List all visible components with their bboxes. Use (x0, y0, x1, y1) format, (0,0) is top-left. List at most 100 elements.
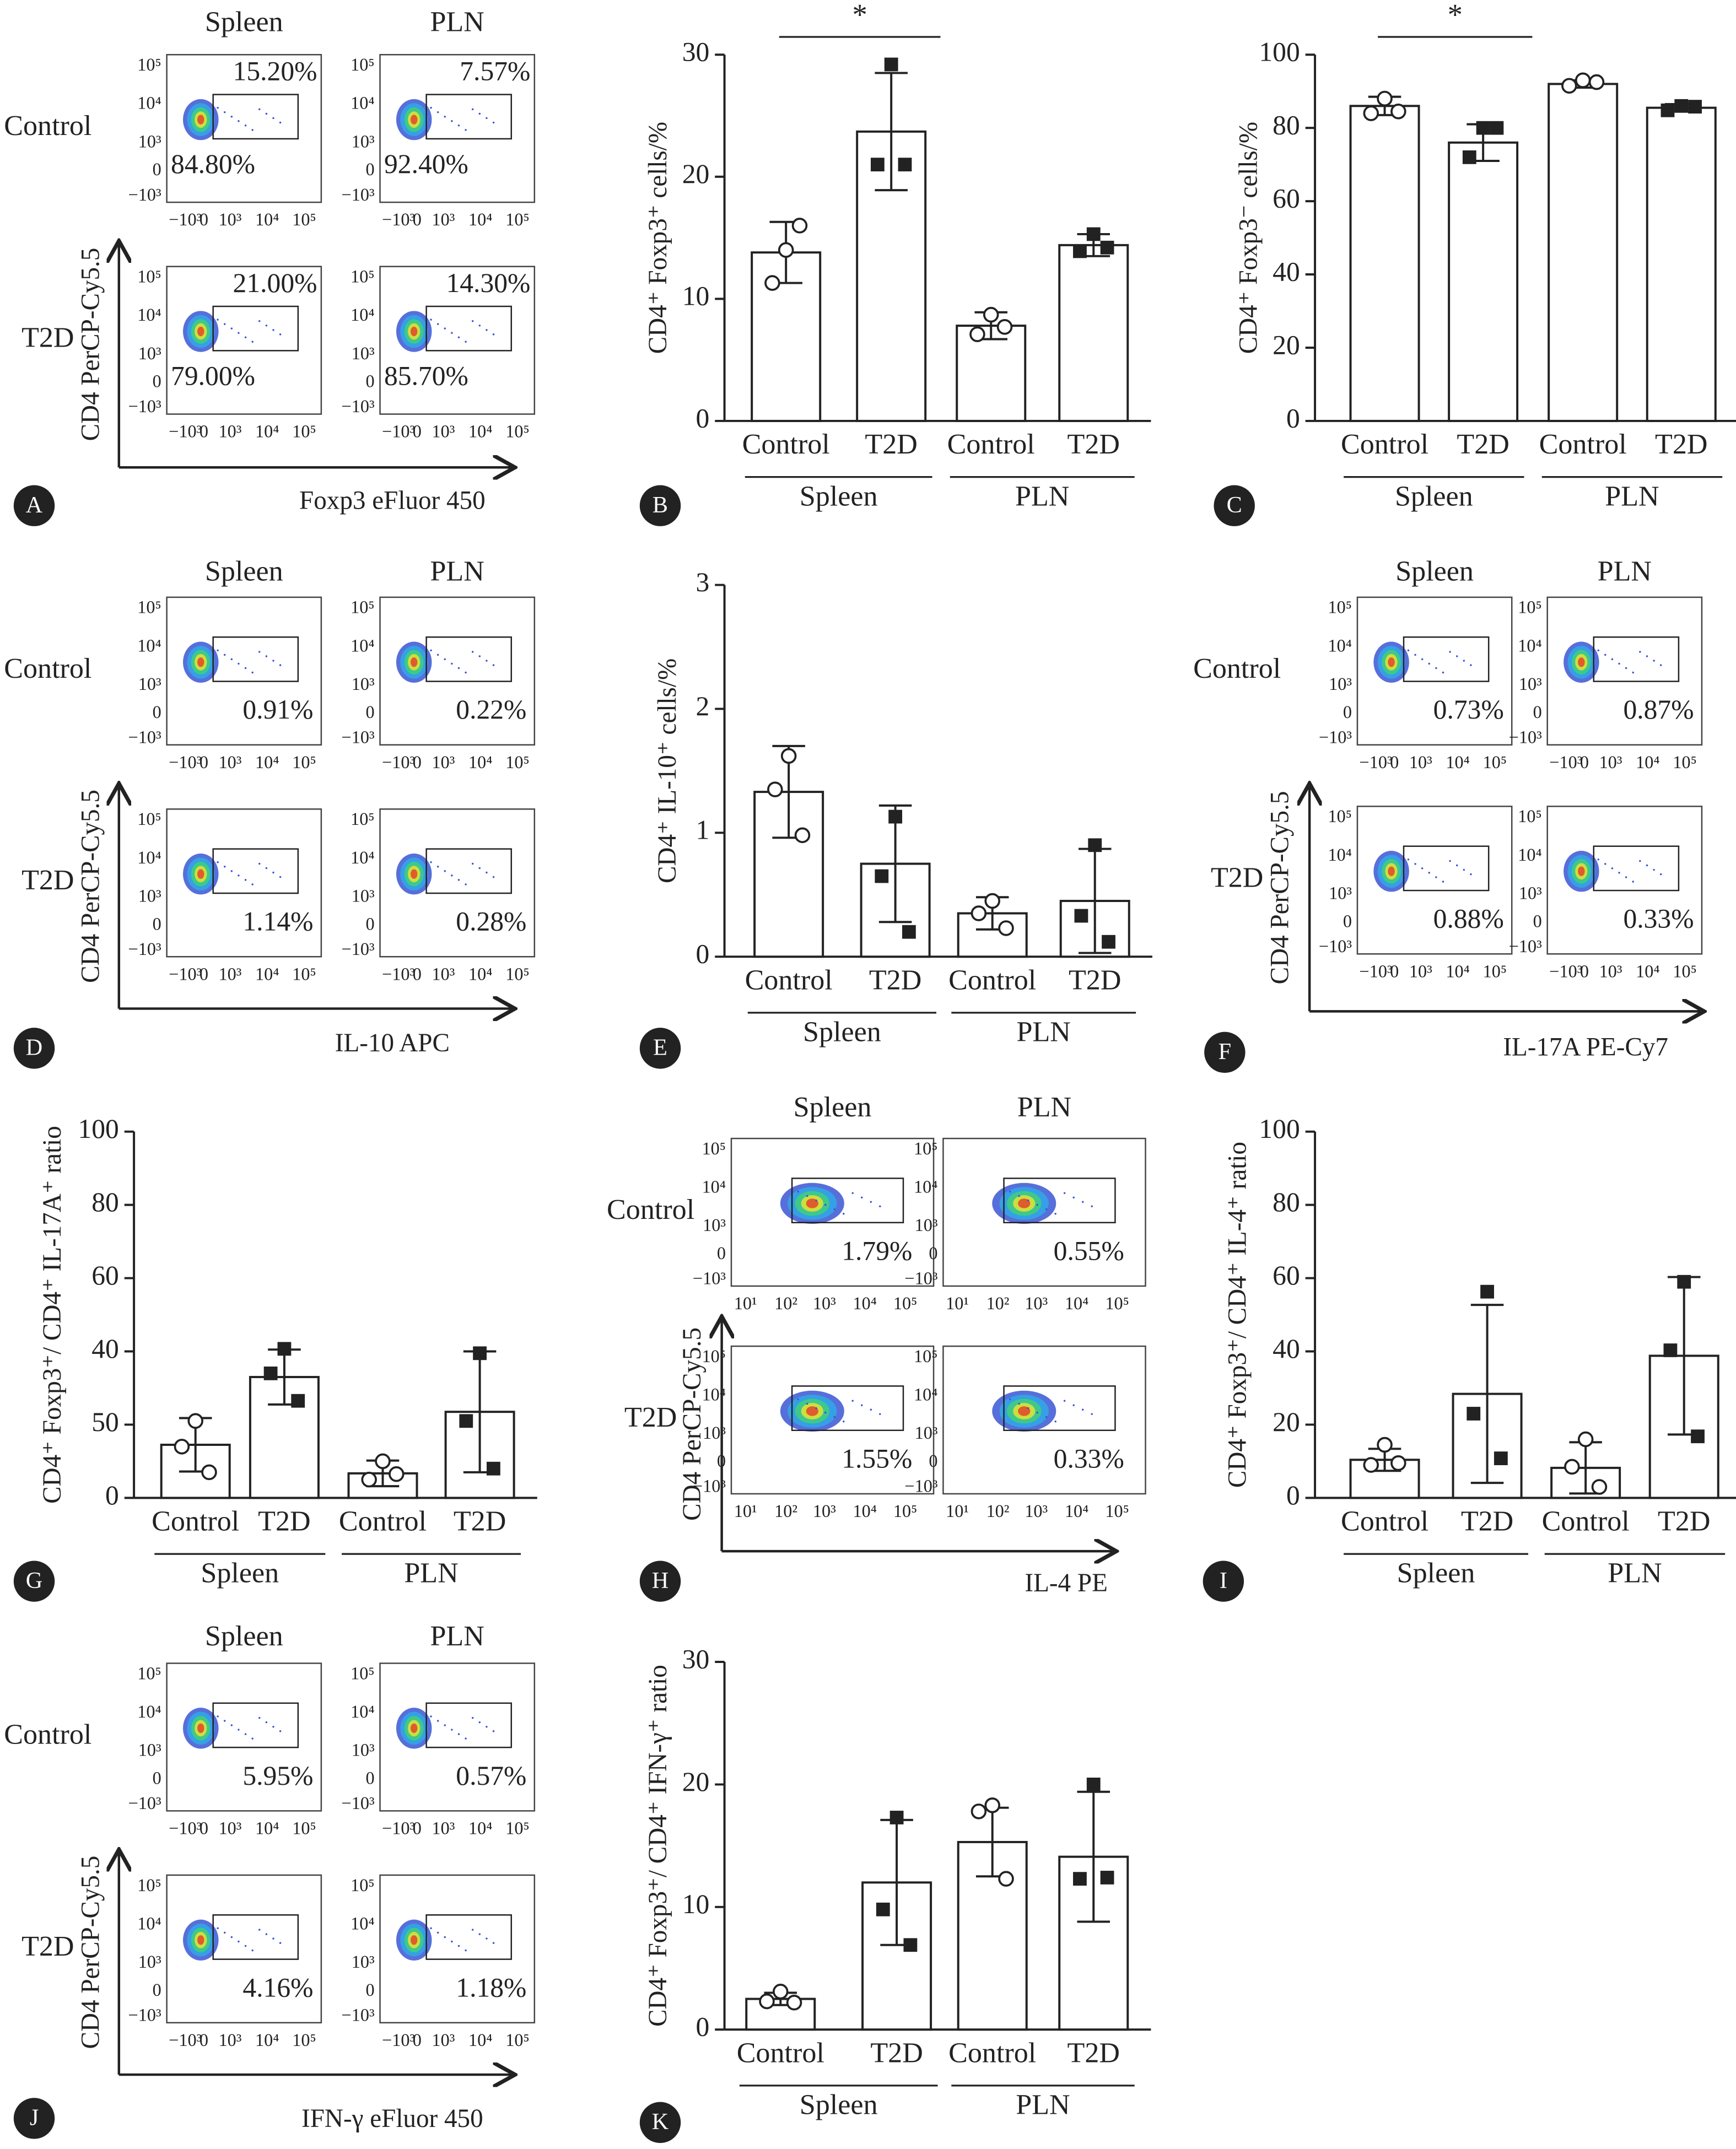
y-tick-label: 10³ (138, 1952, 161, 1972)
y-axis-label: CD4⁺ Foxp3⁺/ CD4⁺ IL-4⁺ ratio (1223, 1142, 1252, 1488)
y-tick-label: 10⁵ (137, 1663, 161, 1683)
x-tick-label: −10³ (169, 422, 202, 441)
event-dot (223, 1720, 226, 1722)
gate-percentage: 14.30% (446, 268, 530, 298)
event-dot (430, 1927, 432, 1930)
category-label: Control (1341, 1505, 1428, 1537)
x-tick-label: 10⁵ (505, 2030, 529, 2050)
panel-badge (639, 1028, 681, 1069)
y-tick-label: 10⁵ (351, 1663, 374, 1683)
y-axis-label: CD4⁺ IL-10⁺ cells/% (653, 658, 682, 883)
x-tick-label: 10⁵ (893, 1501, 917, 1521)
x-tick-label: 0 (413, 1818, 422, 1838)
y-axis-label: CD4 PerCP-Cy5.5 (1265, 791, 1294, 985)
cell-density (197, 115, 204, 125)
category-label: T2D (870, 2037, 923, 2069)
panel-letter: F (1219, 1039, 1231, 1065)
x-tick-label: 10² (986, 1293, 1010, 1313)
x-tick-label: 10⁴ (255, 1818, 279, 1838)
event-dot (1407, 858, 1410, 861)
gate-percentage: 0.33% (1054, 1443, 1124, 1473)
y-tick-label: 10³ (1329, 883, 1352, 903)
y-tick-label: 0 (365, 371, 374, 391)
data-point (996, 319, 1013, 335)
data-point (767, 781, 783, 797)
cell-density (197, 326, 204, 337)
y-tick-label: 10³ (915, 1215, 938, 1235)
x-tick-label: 0 (200, 1818, 208, 1838)
x-tick-label: 10⁵ (292, 2030, 316, 2050)
data-point (870, 158, 885, 172)
data-point (876, 1902, 890, 1916)
x-tick-label: 0 (413, 752, 422, 772)
event-dot (870, 1201, 872, 1203)
panel-letter: D (26, 1035, 42, 1061)
x-axis-label: IFN-γ eFluor 450 (301, 2104, 483, 2133)
cell-density (410, 326, 418, 337)
gate-percentage: 21.00% (233, 268, 317, 298)
gate-percentage: 0.57% (456, 1761, 526, 1791)
x-tick-label: 10¹ (734, 1293, 757, 1313)
x-tick-label: 10³ (432, 1818, 455, 1838)
x-tick-label: 10⁴ (1446, 752, 1469, 772)
gate-percentage: 1.18% (456, 1972, 526, 2002)
column-header: PLN (430, 1621, 484, 1652)
event-dot (1435, 876, 1437, 878)
event-dot (430, 318, 432, 321)
gate (212, 1702, 299, 1748)
row-label: Control (4, 653, 91, 684)
event-dot (244, 879, 247, 881)
event-dot (430, 106, 432, 109)
y-tick-label: 10³ (1329, 674, 1352, 694)
column-header: PLN (1017, 1092, 1071, 1123)
panel-letter: E (653, 1035, 667, 1061)
x-tick-label: 10³ (219, 209, 242, 229)
event-dot (265, 112, 268, 115)
event-dot (238, 332, 240, 334)
event-dot (1625, 667, 1627, 669)
x-tick-label: 10⁴ (1636, 961, 1659, 981)
x-tick-label: 0 (1390, 961, 1399, 981)
event-dot (1659, 664, 1662, 666)
y-axis-label: CD4 PerCP-Cy5.5 (678, 1327, 707, 1521)
data-point (791, 218, 808, 234)
event-dot (478, 1721, 481, 1724)
ungated-percentage: 79.00% (171, 361, 255, 391)
gate-percentage: 0.88% (1433, 904, 1504, 934)
row-label: T2D (21, 322, 74, 354)
bar (1646, 106, 1717, 422)
y-tick-label: 20 (1273, 1407, 1300, 1437)
x-tick-label: 10³ (432, 964, 455, 984)
ungated-percentage: 84.80% (171, 149, 255, 179)
event-dot (251, 883, 254, 885)
event-dot (1639, 651, 1641, 653)
y-tick-label: 60 (1273, 183, 1300, 213)
y-tick-label: 0 (717, 1243, 726, 1263)
event-dot (815, 1407, 817, 1410)
x-tick-label: −10³ (1360, 961, 1393, 981)
event-dot (465, 671, 467, 674)
event-dot (279, 121, 282, 124)
event-dot (444, 1724, 446, 1726)
data-point (969, 326, 985, 342)
category-label: T2D (865, 429, 917, 460)
panel-letter: G (26, 1568, 42, 1594)
y-tick-label: −10³ (1509, 727, 1542, 747)
y-tick-label: 10³ (352, 1952, 375, 1972)
y-tick-label: 0 (153, 371, 161, 391)
event-dot (223, 654, 226, 656)
data-point (1073, 1872, 1087, 1886)
event-dot (815, 1199, 817, 1202)
data-point (1073, 244, 1087, 258)
column-header: PLN (430, 7, 484, 38)
data-point (1688, 100, 1702, 114)
y-tick-label: −10³ (904, 1476, 937, 1496)
cell-density (410, 1723, 418, 1734)
column-header: Spleen (1395, 556, 1474, 587)
panel-badge (13, 1028, 55, 1069)
x-tick-label: 10⁵ (1483, 961, 1507, 981)
data-point (1102, 935, 1115, 949)
event-dot (870, 1408, 872, 1411)
x-tick-label: 10³ (219, 422, 242, 441)
x-tick-label: 10⁵ (505, 209, 529, 229)
